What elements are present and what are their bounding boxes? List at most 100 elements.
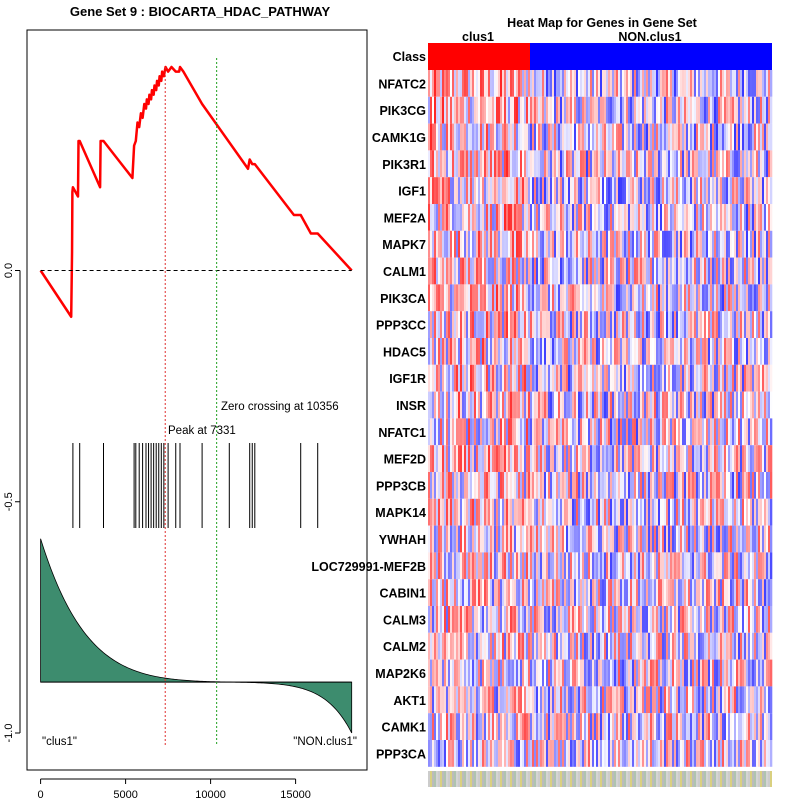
heatmap-cell bbox=[578, 418, 581, 446]
heatmap-cell bbox=[632, 418, 635, 446]
heatmap-cell bbox=[470, 418, 473, 446]
heatmap-cell bbox=[604, 686, 607, 714]
heatmap-cell bbox=[522, 445, 525, 472]
heatmap-cell bbox=[718, 498, 721, 526]
heatmap-cell bbox=[758, 70, 761, 97]
heatmap-cell bbox=[456, 525, 459, 553]
heatmap-cell bbox=[580, 230, 583, 258]
heatmap-cell bbox=[614, 525, 617, 553]
heatmap-cell bbox=[580, 311, 583, 338]
heatmap-cell bbox=[692, 525, 695, 553]
heatmap-cell bbox=[708, 96, 711, 124]
heatmap-cell bbox=[598, 177, 601, 204]
heatmap-cell bbox=[514, 606, 517, 633]
heatmap-cell bbox=[432, 204, 435, 231]
heatmap-cell bbox=[512, 96, 515, 124]
heatmap-cell bbox=[614, 445, 617, 472]
heatmap-cell bbox=[750, 257, 753, 285]
heatmap-cell bbox=[670, 606, 673, 633]
heatmap-cell bbox=[598, 525, 601, 553]
heatmap-cell bbox=[696, 96, 699, 124]
heatmap-cell bbox=[710, 632, 713, 660]
heatmap-cell bbox=[712, 498, 715, 526]
heatmap-cell bbox=[568, 659, 571, 687]
heatmap-cell bbox=[460, 150, 463, 178]
heatmap-cell bbox=[480, 632, 483, 660]
heatmap-cell bbox=[662, 364, 665, 392]
heatmap-cell bbox=[486, 257, 489, 285]
heatmap-cell bbox=[556, 311, 559, 338]
heatmap-cell bbox=[712, 70, 715, 97]
heatmap-cell bbox=[618, 632, 621, 660]
heatmap-cell bbox=[708, 740, 711, 767]
heatmap-cell bbox=[432, 364, 435, 392]
heatmap-cell bbox=[636, 659, 639, 687]
heatmap-cell bbox=[442, 204, 445, 231]
heatmap-cell bbox=[628, 418, 631, 446]
heatmap-cell bbox=[530, 70, 533, 97]
heatmap-cell bbox=[598, 338, 601, 365]
heatmap-cell bbox=[618, 740, 621, 767]
heatmap-cell bbox=[528, 740, 531, 767]
heatmap-cell bbox=[456, 311, 459, 338]
heatmap-cell bbox=[434, 552, 437, 580]
heatmap-cell bbox=[494, 606, 497, 633]
heatmap-cell bbox=[510, 686, 513, 714]
heatmap-cell bbox=[592, 311, 595, 338]
heatmap-cell bbox=[770, 364, 773, 392]
heatmap-cell bbox=[438, 284, 441, 312]
heatmap-cell bbox=[760, 498, 763, 526]
heatmap-cell bbox=[752, 257, 755, 285]
heatmap-cell bbox=[742, 659, 745, 687]
heatmap-cell bbox=[766, 150, 769, 178]
heatmap-cell bbox=[742, 713, 745, 740]
heatmap-cell bbox=[612, 445, 615, 472]
heatmap-cell bbox=[446, 311, 449, 338]
heatmap-cell bbox=[726, 338, 729, 365]
heatmap-cell bbox=[612, 391, 615, 419]
heatmap-cell bbox=[664, 686, 667, 714]
heatmap-cell bbox=[672, 445, 675, 472]
heatmap-cell bbox=[520, 284, 523, 312]
heatmap-cell bbox=[528, 606, 531, 633]
heatmap-cell bbox=[538, 177, 541, 204]
heatmap-cell bbox=[574, 713, 577, 740]
heatmap-cell bbox=[604, 418, 607, 446]
x-tick-label: 5000 bbox=[113, 789, 137, 800]
heatmap-cell bbox=[600, 364, 603, 392]
heatmap-cell bbox=[522, 740, 525, 767]
heatmap-cell bbox=[708, 713, 711, 740]
heatmap-cell bbox=[584, 177, 587, 204]
heatmap-cell bbox=[652, 96, 655, 124]
heatmap-cell bbox=[720, 740, 723, 767]
heatmap-cell bbox=[688, 659, 691, 687]
heatmap-cell bbox=[718, 257, 721, 285]
heatmap-cell bbox=[528, 311, 531, 338]
heatmap-cell bbox=[518, 579, 521, 606]
heatmap-cell bbox=[438, 552, 441, 580]
heatmap-cell bbox=[628, 338, 631, 365]
heatmap-cell bbox=[470, 552, 473, 580]
heatmap-cell bbox=[654, 525, 657, 553]
heatmap-cell bbox=[488, 740, 491, 767]
heatmap-cell bbox=[758, 96, 761, 124]
heatmap-cell bbox=[736, 579, 739, 606]
heatmap-cell bbox=[694, 606, 697, 633]
heatmap-cell bbox=[700, 579, 703, 606]
heatmap-cell bbox=[546, 204, 549, 231]
heatmap-cell bbox=[770, 311, 773, 338]
heatmap-cell bbox=[466, 418, 469, 446]
heatmap-cell bbox=[682, 418, 685, 446]
heatmap-cell bbox=[564, 472, 567, 499]
heatmap-cell bbox=[448, 686, 451, 714]
heatmap-cell bbox=[614, 230, 617, 258]
heatmap-cell bbox=[430, 418, 433, 446]
heatmap-cell bbox=[694, 740, 697, 767]
heatmap-cell bbox=[466, 70, 469, 97]
heatmap-cell bbox=[626, 606, 629, 633]
heatmap-cell bbox=[600, 632, 603, 660]
heatmap-cell bbox=[716, 391, 719, 419]
heatmap-cell bbox=[532, 418, 535, 446]
heatmap-cell bbox=[438, 364, 441, 392]
heatmap-cell bbox=[728, 606, 731, 633]
